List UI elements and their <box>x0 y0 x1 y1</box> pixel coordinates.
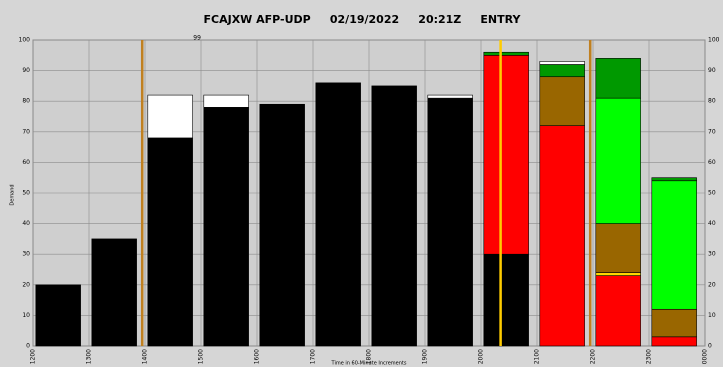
y2-tick-label: 80 <box>708 98 716 105</box>
x-tick-label: 1200 <box>30 349 37 364</box>
y-tick-label: 40 <box>22 220 30 227</box>
x-tick-label: 2200 <box>590 349 597 364</box>
x-tick-label: 1800 <box>366 349 373 364</box>
bar-segment <box>595 97 641 224</box>
bar-segment <box>595 223 641 273</box>
y-tick-label: 100 <box>19 37 31 44</box>
y2-tick-label: 30 <box>708 251 716 258</box>
annotation: 99 <box>193 35 201 42</box>
bar-segment <box>203 107 249 347</box>
y-tick-label: 60 <box>22 159 30 166</box>
bar-segment <box>259 103 305 347</box>
y2-tick-label: 70 <box>708 128 716 135</box>
y-tick-label: 0 <box>26 343 30 350</box>
y2-tick-label: 40 <box>708 220 716 227</box>
x-tick-label: 1700 <box>310 349 317 364</box>
bar-segment <box>427 97 473 347</box>
x-axis-label: Time in 60-Minute Increments <box>331 361 407 367</box>
y2-tick-label: 50 <box>708 190 716 197</box>
bar-segment <box>651 336 697 347</box>
bar-segment <box>203 94 249 108</box>
x-tick-label: 1500 <box>198 349 205 364</box>
y-tick-label: 50 <box>22 190 30 197</box>
y-tick-label: 80 <box>22 98 30 105</box>
y-tick-label: 30 <box>22 251 30 258</box>
y2-tick-label: 60 <box>708 159 716 166</box>
y2-tick-label: 20 <box>708 281 716 288</box>
bar-segment <box>91 238 137 347</box>
y-tick-label: 10 <box>22 312 30 319</box>
y2-tick-label: 100 <box>708 37 720 44</box>
x-tick-label: 1600 <box>254 349 261 364</box>
bar-segment <box>595 272 641 276</box>
bar-segment <box>539 61 585 65</box>
y-axis-label: Demand <box>10 184 16 205</box>
y2-tick-label: 90 <box>708 67 716 74</box>
x-tick-label: 1300 <box>86 349 93 364</box>
y-tick-label: 70 <box>22 128 30 135</box>
x-tick-label: 0000 <box>702 349 709 364</box>
bar-segment <box>595 275 641 347</box>
bar-segment <box>651 180 697 310</box>
bar-segment <box>651 177 697 182</box>
bar-segment <box>595 58 641 99</box>
bar-segment <box>147 94 193 139</box>
y2-tick-label: 10 <box>708 312 716 319</box>
bar-segment <box>371 85 417 347</box>
x-tick-label: 1400 <box>142 349 149 364</box>
chart-title: FCAJXW AFP-UDP 02/19/2022 20:21Z ENTRY <box>204 13 522 26</box>
bar-segment <box>651 308 697 338</box>
x-tick-label: 2300 <box>646 349 653 364</box>
y-tick-label: 90 <box>22 67 30 74</box>
bar-segment <box>539 64 585 78</box>
y2-tick-label: 0 <box>708 343 712 350</box>
bar-segment <box>539 76 585 126</box>
bar-segment <box>483 51 529 56</box>
bar-segment <box>35 284 81 347</box>
bar-segment <box>315 82 361 347</box>
bar-segment <box>483 253 529 347</box>
bar-segment <box>427 94 473 99</box>
bar-segment <box>539 125 585 347</box>
x-tick-label: 1900 <box>422 349 429 364</box>
bar-segment <box>483 54 529 255</box>
x-tick-label: 2000 <box>478 349 485 364</box>
y-tick-label: 20 <box>22 281 30 288</box>
bar-segment <box>147 137 193 347</box>
x-tick-label: 2100 <box>534 349 541 364</box>
